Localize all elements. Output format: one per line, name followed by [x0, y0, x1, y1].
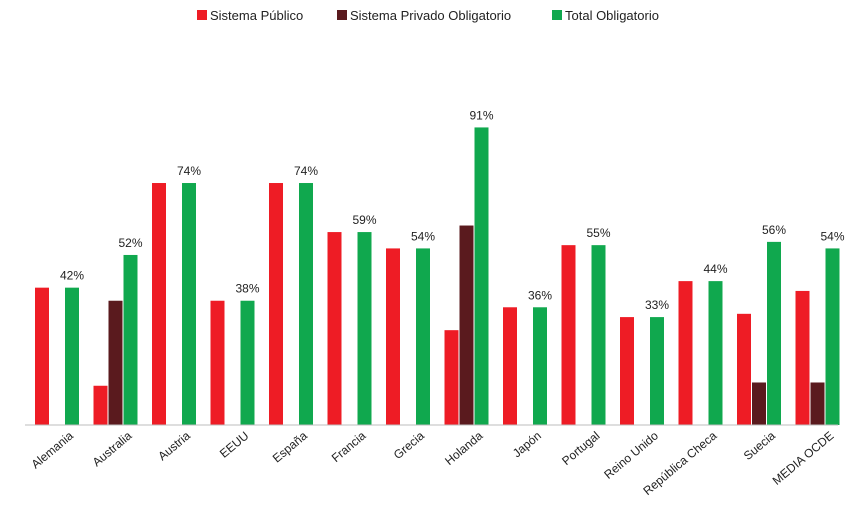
- bar: [93, 385, 108, 425]
- bar: [650, 317, 664, 425]
- legend: Sistema Público Sistema Privado Obligator…: [197, 8, 659, 23]
- category-labels-layer: Alemania Australia Austria EEUU España Franci…: [29, 428, 837, 498]
- data-label: 38%: [235, 282, 259, 296]
- bar: [108, 300, 123, 425]
- category-label: Francia: [329, 428, 369, 465]
- bar: [386, 248, 400, 425]
- category-label: Australia: [90, 428, 135, 469]
- category-label: Reino Unido: [601, 428, 661, 481]
- data-labels-layer: 42% 52% 74% 38% 74% 59% 54% 91% 36% 55% 33% 44% 56% 5…: [60, 108, 845, 312]
- category-label: Japón: [510, 429, 544, 461]
- bar: [65, 287, 79, 425]
- bar: [416, 248, 430, 425]
- category-label: Grecia: [391, 428, 427, 462]
- bar: [708, 281, 723, 425]
- bar: [591, 245, 606, 425]
- data-label: 36%: [528, 288, 552, 302]
- data-label: 59%: [352, 213, 376, 227]
- bar: [210, 300, 225, 425]
- legend-label: Total Obligatorio: [565, 8, 659, 23]
- bar: [299, 183, 313, 425]
- bar: [444, 330, 459, 425]
- category-label: Holanda: [442, 428, 485, 468]
- bar: [459, 225, 474, 425]
- category-label: Portugal: [559, 429, 602, 468]
- category-label: Suecia: [741, 428, 778, 463]
- data-label: 74%: [177, 164, 201, 178]
- bar: [123, 254, 138, 425]
- data-label: 42%: [60, 269, 84, 283]
- data-label: 44%: [703, 262, 727, 276]
- bar: [182, 183, 196, 425]
- bar: [561, 245, 576, 425]
- bar: [357, 232, 372, 425]
- bar: [810, 382, 825, 425]
- bar: [327, 232, 342, 425]
- bar: [503, 307, 517, 425]
- bar: [474, 127, 489, 426]
- bar: [533, 307, 547, 425]
- category-label: Austria: [155, 428, 193, 463]
- category-label: España: [270, 428, 310, 465]
- legend-swatch: [552, 10, 562, 20]
- bar: [737, 313, 751, 425]
- bar: [752, 382, 766, 425]
- bar: [240, 300, 255, 425]
- bars-layer: [35, 127, 840, 426]
- data-label: 74%: [294, 164, 318, 178]
- bar: [825, 248, 840, 425]
- data-label: 55%: [586, 226, 610, 240]
- data-label: 91%: [469, 108, 493, 122]
- bar: [620, 317, 634, 425]
- category-label: Alemania: [29, 428, 77, 471]
- data-label: 54%: [411, 229, 435, 243]
- data-label: 56%: [762, 223, 786, 237]
- bar: [795, 290, 810, 425]
- data-label: 52%: [118, 236, 142, 250]
- legend-swatch: [197, 10, 207, 20]
- bar: [678, 281, 693, 425]
- bar: [767, 241, 781, 425]
- bar: [152, 183, 166, 425]
- legend-label: Sistema Privado Obligatorio: [350, 8, 511, 23]
- category-label: MEDIA OCDE: [770, 429, 837, 488]
- bar: [269, 183, 283, 425]
- legend-label: Sistema Público: [210, 8, 303, 23]
- category-label: EEUU: [217, 429, 252, 461]
- data-label: 33%: [645, 298, 669, 312]
- bar: [35, 287, 49, 425]
- legend-swatch: [337, 10, 347, 20]
- data-label: 54%: [820, 229, 844, 243]
